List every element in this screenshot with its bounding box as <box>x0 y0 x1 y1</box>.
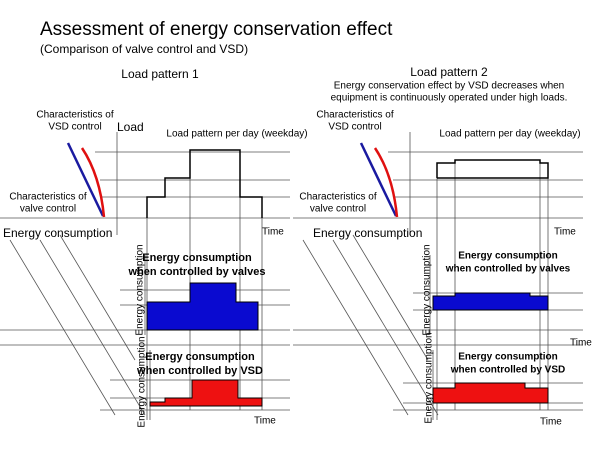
pattern-label: Load pattern per day (weekday) <box>439 129 580 140</box>
panel: Load pattern 2 Energy conservation effec… <box>293 65 592 428</box>
valve-energy <box>146 282 259 331</box>
vsd-title: when controlled by VSD <box>136 365 263 377</box>
title: Assessment of energy conservation effect <box>40 19 393 40</box>
subtitle: (Comparison of valve control and VSD) <box>40 42 248 56</box>
time-label: Time <box>554 227 576 238</box>
valve-label: Characteristics of <box>9 192 86 203</box>
valves-axis: Energy consumption <box>135 244 146 335</box>
vsd-label: VSD control <box>48 122 101 133</box>
panel: Load pattern 1 Characteristics of VSD co… <box>0 67 308 428</box>
time-label: Time <box>540 417 562 428</box>
vsd-title: Energy consumption <box>145 351 255 363</box>
valves-title: Energy consumption <box>142 252 252 264</box>
vsd-label: Characteristics of <box>316 110 393 121</box>
valve-label: valve control <box>20 204 76 215</box>
guides <box>293 132 583 420</box>
valve-label: Characteristics of <box>299 192 376 203</box>
valves-axis: Energy consumption <box>422 244 433 335</box>
vsd-curve <box>373 147 399 218</box>
valves-title: when controlled by valves <box>128 266 266 278</box>
time-label: Time <box>254 416 276 427</box>
vsd-energy <box>149 379 263 407</box>
heading: Load pattern 2 <box>410 65 488 79</box>
valve-curve <box>359 142 398 217</box>
pattern-label: Load pattern per day (weekday) <box>166 129 307 140</box>
vsd-title: when controlled by VSD <box>450 365 565 376</box>
load-label: Load <box>117 120 144 134</box>
energy-label: Energy consumption <box>313 226 422 240</box>
valves-title: when controlled by valves <box>445 264 571 275</box>
time-label: Time <box>570 338 592 349</box>
vsd-axis: Energy consumption <box>137 336 148 427</box>
note: Energy conservation effect by VSD decrea… <box>334 81 565 92</box>
vsd-title: Energy consumption <box>458 352 557 363</box>
vsd-label: Characteristics of <box>36 110 113 121</box>
valve-energy <box>432 292 549 311</box>
heading: Load pattern 1 <box>121 67 199 81</box>
vsd-energy <box>432 382 549 404</box>
valve-curve <box>66 142 105 217</box>
valve-label: valve control <box>310 204 366 215</box>
energy-label: Energy consumption <box>3 226 112 240</box>
note: equipment is continuously operated under… <box>331 93 568 104</box>
vsd-label: VSD control <box>328 122 381 133</box>
vsd-axis: Energy consumption <box>424 332 435 423</box>
valves-title: Energy consumption <box>458 251 557 262</box>
time-label: Time <box>262 227 284 238</box>
vsd-curve <box>80 147 106 218</box>
